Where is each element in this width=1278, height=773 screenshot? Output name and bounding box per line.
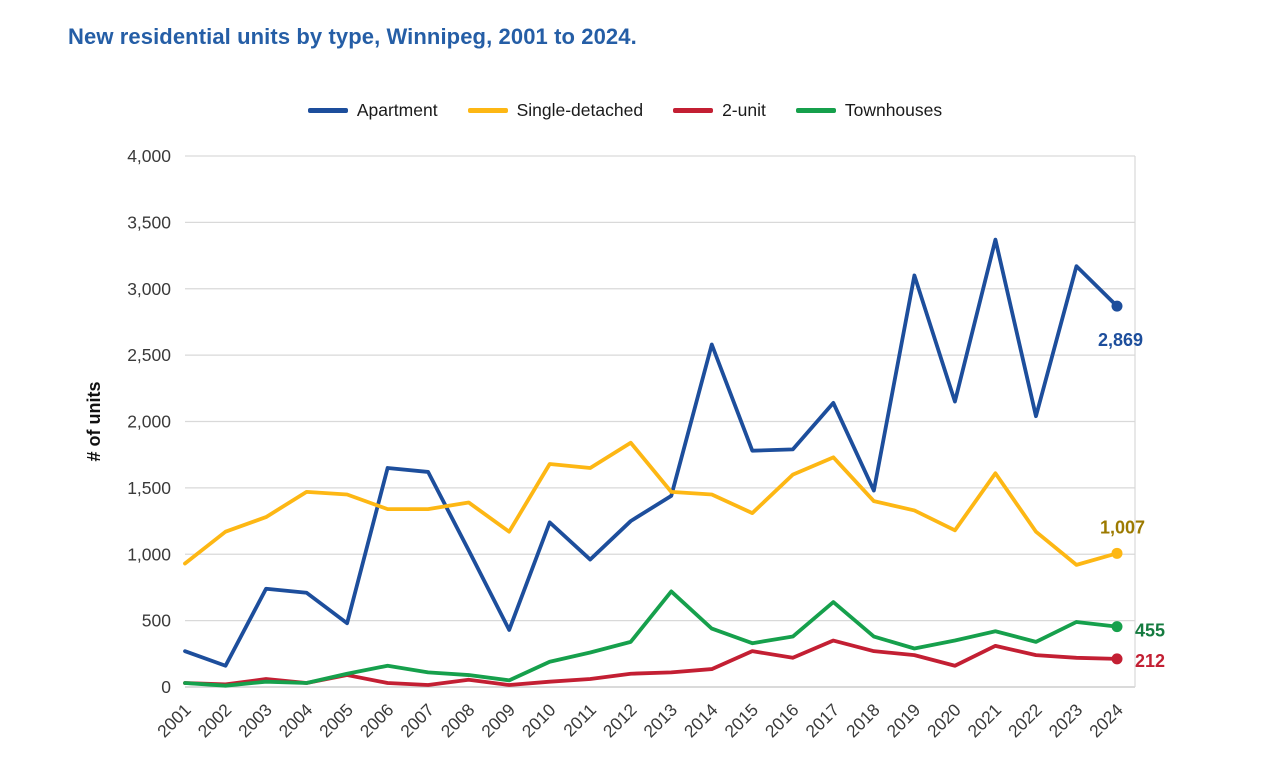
end-value-label-2-unit: 212 xyxy=(1135,651,1165,671)
x-tick-label: 2022 xyxy=(1004,700,1046,742)
end-dot-townhouses xyxy=(1111,621,1123,633)
y-tick-label: 2,500 xyxy=(127,345,171,365)
y-tick-label: 0 xyxy=(161,677,171,697)
x-tick-label: 2004 xyxy=(275,700,317,742)
series-line-townhouses xyxy=(183,589,1119,688)
x-tick-label: 2024 xyxy=(1085,700,1127,742)
x-tick-label: 2010 xyxy=(518,700,560,742)
x-tick-label: 2006 xyxy=(356,700,398,742)
end-value-label-single-detached: 1,007 xyxy=(1100,517,1145,537)
x-tick-label: 2005 xyxy=(315,700,357,742)
y-tick-label: 500 xyxy=(142,611,171,631)
x-tick-label: 2014 xyxy=(680,700,722,742)
legend-label: Single-detached xyxy=(516,100,644,120)
x-tick-label: 2009 xyxy=(477,700,519,742)
legend-label: Townhouses xyxy=(844,100,943,120)
x-tick-label: 2007 xyxy=(396,700,438,742)
series-line-apartment xyxy=(183,237,1119,668)
x-tick-label: 2012 xyxy=(599,700,641,742)
x-tick-label: 2018 xyxy=(842,700,884,742)
x-tick-label: 2023 xyxy=(1045,700,1087,742)
x-tick-label: 2011 xyxy=(559,700,600,741)
x-tick-label: 2017 xyxy=(802,700,844,742)
legend-swatch xyxy=(307,108,348,113)
legend-item-apartment[interactable]: Apartment xyxy=(307,100,438,121)
y-tick-label: 2,000 xyxy=(127,412,171,432)
legend-item-townhouses[interactable]: Townhouses xyxy=(795,100,943,121)
x-tick-label: 2020 xyxy=(923,700,965,742)
x-tick-label: 2015 xyxy=(720,700,762,742)
x-tick-label: 2013 xyxy=(639,700,681,742)
x-tick-label: 2016 xyxy=(761,700,803,742)
legend-item-2-unit[interactable]: 2-unit xyxy=(673,100,766,121)
y-tick-label: 1,000 xyxy=(127,544,171,564)
x-tick-label: 2002 xyxy=(194,700,236,742)
y-axis-title: # of units xyxy=(84,382,104,462)
x-tick-label: 2003 xyxy=(234,700,276,742)
end-dot-apartment xyxy=(1111,300,1123,312)
series-line-single-detached xyxy=(183,440,1119,567)
legend: Apartment Single-detached 2-unit Townhou… xyxy=(0,100,1250,121)
legend-item-single-detached[interactable]: Single-detached xyxy=(467,100,644,121)
y-tick-label: 1,500 xyxy=(127,478,171,498)
end-value-label-apartment: 2,869 xyxy=(1098,330,1143,350)
legend-swatch xyxy=(673,108,714,113)
y-tick-label: 3,000 xyxy=(127,279,171,299)
legend-swatch xyxy=(795,108,836,113)
y-tick-label: 4,000 xyxy=(127,146,171,166)
legend-swatch xyxy=(467,108,508,113)
x-tick-label: 2001 xyxy=(153,700,195,742)
legend-label: 2-unit xyxy=(722,100,766,120)
y-tick-label: 3,500 xyxy=(127,212,171,232)
x-tick-label: 2019 xyxy=(883,700,925,742)
end-value-label-townhouses: 455 xyxy=(1135,621,1165,641)
x-tick-label: 2021 xyxy=(964,700,1006,742)
end-dot-2-unit xyxy=(1111,653,1123,665)
x-tick-label: 2008 xyxy=(437,700,479,742)
chart-title: New residential units by type, Winnipeg,… xyxy=(68,24,637,49)
legend-label: Apartment xyxy=(356,100,438,120)
end-dot-single-detached xyxy=(1111,547,1123,559)
